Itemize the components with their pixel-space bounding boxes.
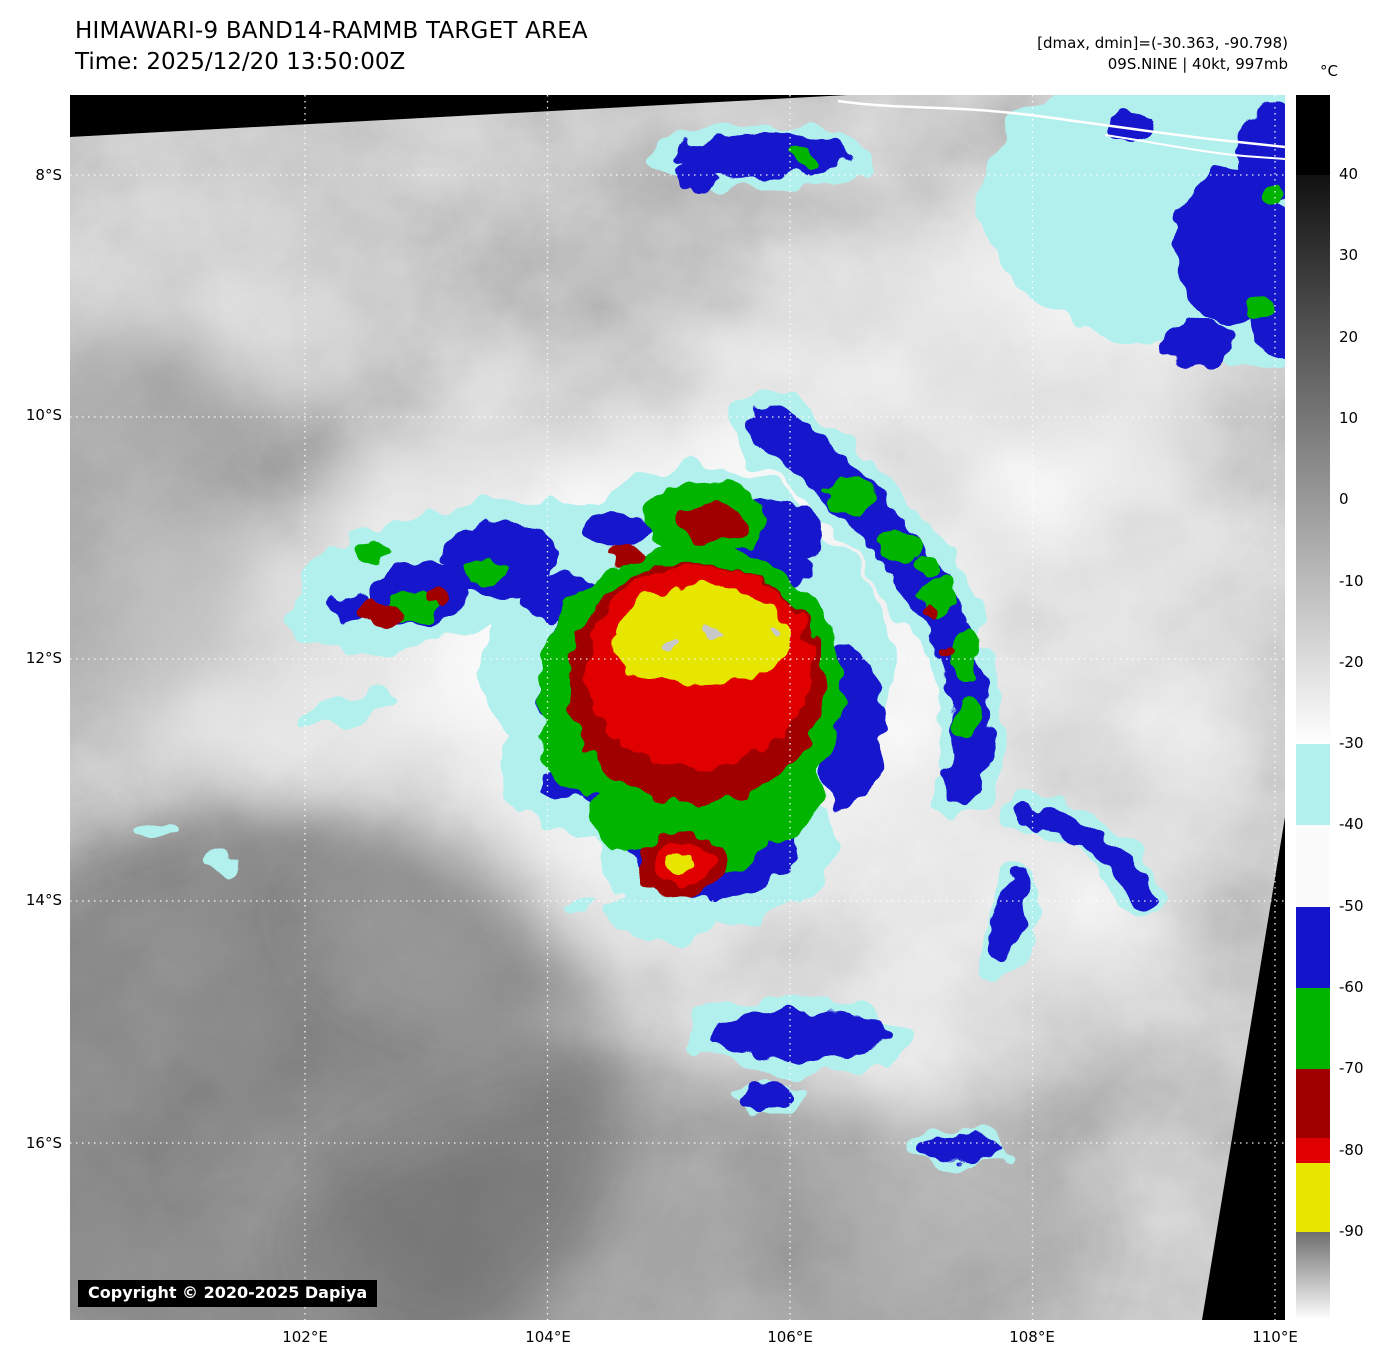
figure-time: Time: 2025/12/20 13:50:00Z	[75, 49, 406, 75]
colorbar-seg-bottom-gradient	[1296, 1232, 1330, 1320]
lon-label-106e: 106°E	[767, 1328, 813, 1346]
colorbar-seg-blue	[1296, 907, 1330, 988]
colorbar-tick-neg30: -30	[1339, 734, 1364, 752]
colorbar-seg-white	[1296, 825, 1330, 907]
gridlines	[70, 95, 1285, 1320]
lon-label-102e: 102°E	[282, 1328, 328, 1346]
colorbar-tick-neg40: -40	[1339, 815, 1364, 833]
colorbar-seg-gray-gradient	[1296, 175, 1330, 744]
colorbar-tick-20: 20	[1339, 328, 1359, 346]
core-warm-specks	[658, 628, 778, 651]
storm-info-readout: 09S.NINE | 40kt, 997mb	[1107, 55, 1288, 73]
colorbar-seg-dark-red	[1296, 1069, 1330, 1138]
colorbar-seg-red	[1296, 1138, 1330, 1163]
colorbar-tick-neg60: -60	[1339, 978, 1364, 996]
colorbar-tick-40: 40	[1339, 165, 1359, 183]
lon-label-104e: 104°E	[525, 1328, 571, 1346]
colorbar-tick-neg50: -50	[1339, 897, 1364, 915]
colorbar-tick-neg10: -10	[1339, 572, 1364, 590]
colorbar	[1296, 95, 1330, 1320]
copyright-badge: Copyright © 2020-2025 Dapiya	[78, 1280, 378, 1307]
colorbar-tick-neg70: -70	[1339, 1059, 1364, 1077]
colorbar-seg-green	[1296, 988, 1330, 1069]
satellite-scene	[70, 95, 1285, 1320]
colorbar-unit-label: °C	[1320, 62, 1338, 80]
figure-title: HIMAWARI-9 BAND14-RAMMB TARGET AREA	[75, 18, 588, 44]
colorbar-tick-30: 30	[1339, 246, 1359, 264]
lon-label-108e: 108°E	[1009, 1328, 1055, 1346]
lat-label-8s: 8°S	[35, 166, 62, 184]
lat-label-10s: 10°S	[25, 406, 62, 424]
colorbar-tick-10: 10	[1339, 409, 1359, 427]
colorbar-seg-yellow	[1296, 1163, 1330, 1232]
colorbar-tick-neg90: -90	[1339, 1222, 1364, 1240]
satellite-map	[70, 95, 1285, 1320]
dmax-dmin-readout: [dmax, dmin]=(-30.363, -90.798)	[1037, 34, 1288, 52]
lat-label-14s: 14°S	[25, 891, 62, 909]
colorbar-tick-neg80: -80	[1339, 1141, 1364, 1159]
colorbar-tick-neg20: -20	[1339, 653, 1364, 671]
colorbar-seg-black	[1296, 95, 1330, 175]
storm-core-yellow	[613, 585, 789, 872]
lat-label-16s: 16°S	[25, 1134, 62, 1152]
header-right-block: [dmax, dmin]=(-30.363, -90.798) 09S.NINE…	[1037, 33, 1288, 75]
lat-label-12s: 12°S	[25, 649, 62, 667]
lon-label-110e: 110°E	[1252, 1328, 1298, 1346]
coastline	[837, 99, 1285, 160]
colorbar-seg-cyan	[1296, 744, 1330, 825]
colorbar-tick-0: 0	[1339, 490, 1349, 508]
